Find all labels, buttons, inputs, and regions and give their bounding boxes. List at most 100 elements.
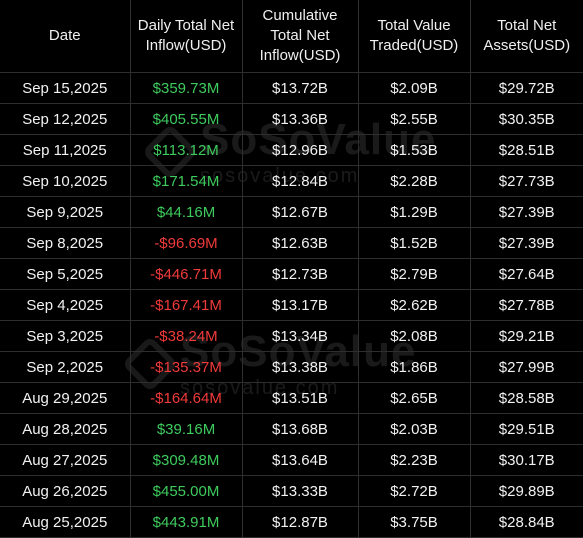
header-total-net-assets[interactable]: Total Net Assets(USD): [470, 0, 583, 73]
total-net-assets-cell: $27.99B: [470, 351, 583, 383]
cumulative-net-inflow-cell: $13.17B: [242, 289, 359, 321]
cumulative-net-inflow-cell: $13.34B: [242, 320, 359, 352]
date-cell: Sep 11,2025: [0, 134, 131, 166]
daily-net-inflow-cell: $113.12M: [130, 134, 243, 166]
cumulative-net-inflow-cell: $12.96B: [242, 134, 359, 166]
total-value-traded-cell: $1.53B: [358, 134, 471, 166]
cumulative-net-inflow-cell: $13.38B: [242, 351, 359, 383]
date-cell: Aug 29,2025: [0, 382, 131, 414]
total-value-traded-cell: $2.03B: [358, 413, 471, 445]
total-value-traded-cell: $2.09B: [358, 72, 471, 104]
table-row[interactable]: Sep 3,2025 -$38.24M $13.34B $2.08B $29.21B: [0, 320, 583, 352]
cumulative-net-inflow-cell: $13.51B: [242, 382, 359, 414]
date-cell: Sep 10,2025: [0, 165, 131, 197]
cumulative-net-inflow-cell: $12.84B: [242, 165, 359, 197]
table-row[interactable]: Aug 27,2025 $309.48M $13.64B $2.23B $30.17B: [0, 444, 583, 476]
table-row[interactable]: Sep 9,2025 $44.16M $12.67B $1.29B $27.39B: [0, 196, 583, 228]
total-net-assets-cell: $29.72B: [470, 72, 583, 104]
daily-net-inflow-cell: -$96.69M: [130, 227, 243, 259]
table-row[interactable]: Sep 11,2025 $113.12M $12.96B $1.53B $28.51B: [0, 134, 583, 166]
total-net-assets-cell: $29.89B: [470, 475, 583, 507]
header-row: Date Daily Total Net Inflow(USD) Cumulat…: [0, 0, 583, 73]
daily-net-inflow-cell: $44.16M: [130, 196, 243, 228]
header-daily-net-inflow[interactable]: Daily Total Net Inflow(USD): [130, 0, 243, 73]
total-value-traded-cell: $1.52B: [358, 227, 471, 259]
date-cell: Sep 15,2025: [0, 72, 131, 104]
total-value-traded-cell: $2.79B: [358, 258, 471, 290]
table-header: Date Daily Total Net Inflow(USD) Cumulat…: [0, 0, 583, 73]
cumulative-net-inflow-cell: $12.87B: [242, 506, 359, 538]
total-net-assets-cell: $27.64B: [470, 258, 583, 290]
total-net-assets-cell: $27.39B: [470, 196, 583, 228]
cumulative-net-inflow-cell: $12.67B: [242, 196, 359, 228]
total-net-assets-cell: $27.73B: [470, 165, 583, 197]
total-value-traded-cell: $3.75B: [358, 506, 471, 538]
total-value-traded-cell: $2.72B: [358, 475, 471, 507]
cumulative-net-inflow-cell: $13.68B: [242, 413, 359, 445]
total-net-assets-cell: $29.21B: [470, 320, 583, 352]
date-cell: Aug 27,2025: [0, 444, 131, 476]
total-net-assets-cell: $27.78B: [470, 289, 583, 321]
table-row[interactable]: Aug 26,2025 $455.00M $13.33B $2.72B $29.89B: [0, 475, 583, 507]
table-row[interactable]: Sep 5,2025 -$446.71M $12.73B $2.79B $27.64B: [0, 258, 583, 290]
total-net-assets-cell: $29.51B: [470, 413, 583, 445]
cumulative-net-inflow-cell: $12.63B: [242, 227, 359, 259]
date-cell: Sep 2,2025: [0, 351, 131, 383]
header-date[interactable]: Date: [0, 0, 131, 73]
daily-net-inflow-cell: -$38.24M: [130, 320, 243, 352]
total-value-traded-cell: $2.62B: [358, 289, 471, 321]
total-value-traded-cell: $2.28B: [358, 165, 471, 197]
daily-net-inflow-cell: $309.48M: [130, 444, 243, 476]
date-cell: Aug 28,2025: [0, 413, 131, 445]
total-value-traded-cell: $2.08B: [358, 320, 471, 352]
daily-net-inflow-cell: -$135.37M: [130, 351, 243, 383]
date-cell: Sep 9,2025: [0, 196, 131, 228]
table-row[interactable]: Sep 12,2025 $405.55M $13.36B $2.55B $30.35B: [0, 103, 583, 135]
total-net-assets-cell: $30.35B: [470, 103, 583, 135]
daily-net-inflow-cell: -$164.64M: [130, 382, 243, 414]
daily-net-inflow-cell: $455.00M: [130, 475, 243, 507]
date-cell: Sep 8,2025: [0, 227, 131, 259]
total-value-traded-cell: $2.55B: [358, 103, 471, 135]
table-row[interactable]: Aug 28,2025 $39.16M $13.68B $2.03B $29.51B: [0, 413, 583, 445]
table-row[interactable]: Aug 29,2025 -$164.64M $13.51B $2.65B $28.58B: [0, 382, 583, 414]
table-row[interactable]: Sep 10,2025 $171.54M $12.84B $2.28B $27.73B: [0, 165, 583, 197]
cumulative-net-inflow-cell: $12.73B: [242, 258, 359, 290]
daily-net-inflow-cell: $39.16M: [130, 413, 243, 445]
total-net-assets-cell: $27.39B: [470, 227, 583, 259]
daily-net-inflow-cell: $405.55M: [130, 103, 243, 135]
total-net-assets-cell: $30.17B: [470, 444, 583, 476]
total-value-traded-cell: $2.65B: [358, 382, 471, 414]
header-total-value-traded[interactable]: Total Value Traded(USD): [358, 0, 471, 73]
total-net-assets-cell: $28.51B: [470, 134, 583, 166]
daily-net-inflow-cell: -$446.71M: [130, 258, 243, 290]
total-value-traded-cell: $1.86B: [358, 351, 471, 383]
table-row[interactable]: Sep 15,2025 $359.73M $13.72B $2.09B $29.72B: [0, 72, 583, 104]
daily-net-inflow-cell: $443.91M: [130, 506, 243, 538]
total-value-traded-cell: $2.23B: [358, 444, 471, 476]
table-row[interactable]: Sep 8,2025 -$96.69M $12.63B $1.52B $27.39B: [0, 227, 583, 259]
cumulative-net-inflow-cell: $13.72B: [242, 72, 359, 104]
header-cumulative-net-inflow[interactable]: Cumulative Total Net Inflow(USD): [242, 0, 359, 73]
date-cell: Aug 25,2025: [0, 506, 131, 538]
table-row[interactable]: Sep 4,2025 -$167.41M $13.17B $2.62B $27.78B: [0, 289, 583, 321]
cumulative-net-inflow-cell: $13.64B: [242, 444, 359, 476]
cumulative-net-inflow-cell: $13.36B: [242, 103, 359, 135]
date-cell: Sep 12,2025: [0, 103, 131, 135]
table-row[interactable]: Aug 25,2025 $443.91M $12.87B $3.75B $28.84B: [0, 506, 583, 538]
total-value-traded-cell: $1.29B: [358, 196, 471, 228]
daily-net-inflow-cell: $171.54M: [130, 165, 243, 197]
table-body: Sep 15,2025 $359.73M $13.72B $2.09B $29.72B S…: [0, 72, 583, 538]
cumulative-net-inflow-cell: $13.33B: [242, 475, 359, 507]
daily-net-inflow-cell: -$167.41M: [130, 289, 243, 321]
date-cell: Sep 3,2025: [0, 320, 131, 352]
total-net-assets-cell: $28.84B: [470, 506, 583, 538]
date-cell: Aug 26,2025: [0, 475, 131, 507]
daily-net-inflow-cell: $359.73M: [130, 72, 243, 104]
date-cell: Sep 4,2025: [0, 289, 131, 321]
total-net-assets-cell: $28.58B: [470, 382, 583, 414]
date-cell: Sep 5,2025: [0, 258, 131, 290]
table-row[interactable]: Sep 2,2025 -$135.37M $13.38B $1.86B $27.99B: [0, 351, 583, 383]
